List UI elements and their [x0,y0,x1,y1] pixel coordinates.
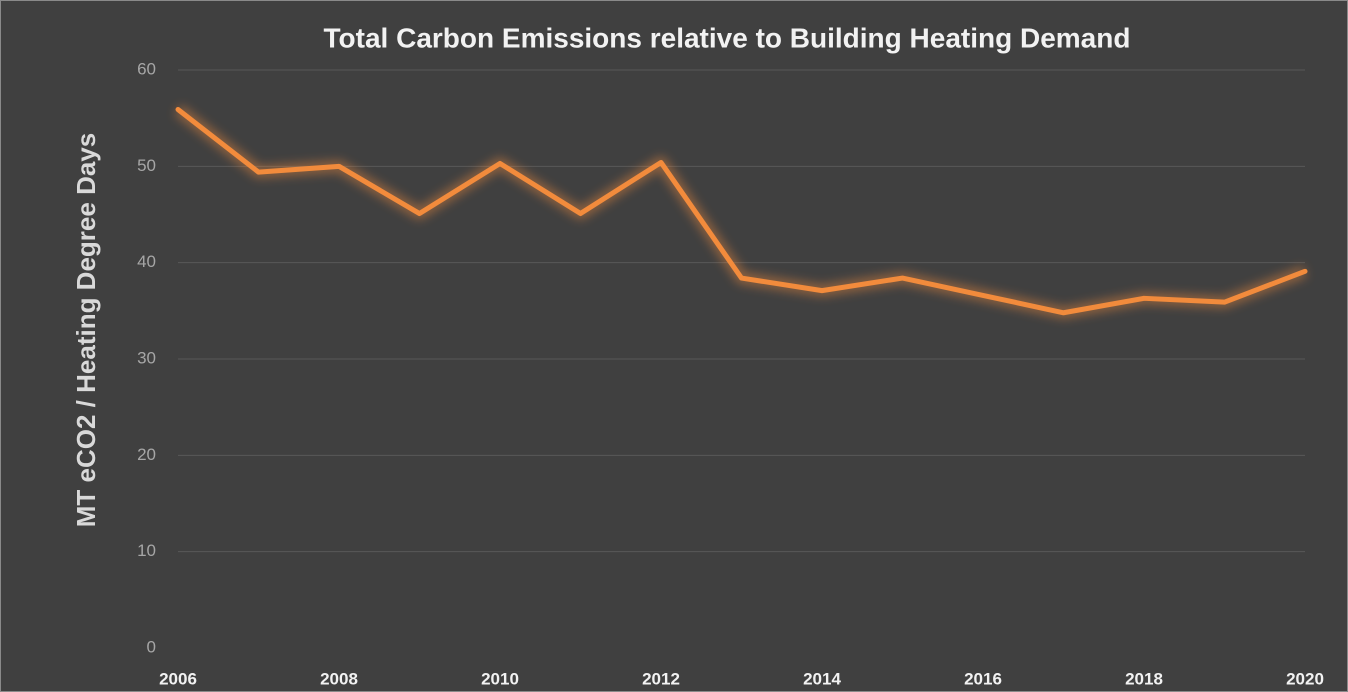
y-axis-label: MT eCO2 / Heating Degree Days [71,133,101,527]
chart-title: Total Carbon Emissions relative to Build… [324,22,1131,53]
y-tick-label: 60 [137,59,156,78]
x-tick-label: 2016 [964,669,1002,688]
y-tick-label: 0 [147,637,156,656]
x-tick-label: 2014 [803,669,841,688]
y-tick-label: 30 [137,348,156,367]
line [175,106,1308,316]
x-tick-label: 2008 [320,669,358,688]
x-tick-label: 2012 [642,669,680,688]
y-tick-label: 40 [137,252,156,271]
x-tick-label: 2020 [1286,669,1324,688]
y-tick-label: 20 [137,445,156,464]
plot [174,104,1308,319]
y-tick-label: 10 [137,541,156,560]
grid [177,69,1306,578]
x-tick-label: 2010 [481,669,519,688]
x-tick-label: 2006 [159,669,197,688]
x-tick-label: 2018 [1125,669,1163,688]
y-tick-label: 50 [137,156,156,175]
